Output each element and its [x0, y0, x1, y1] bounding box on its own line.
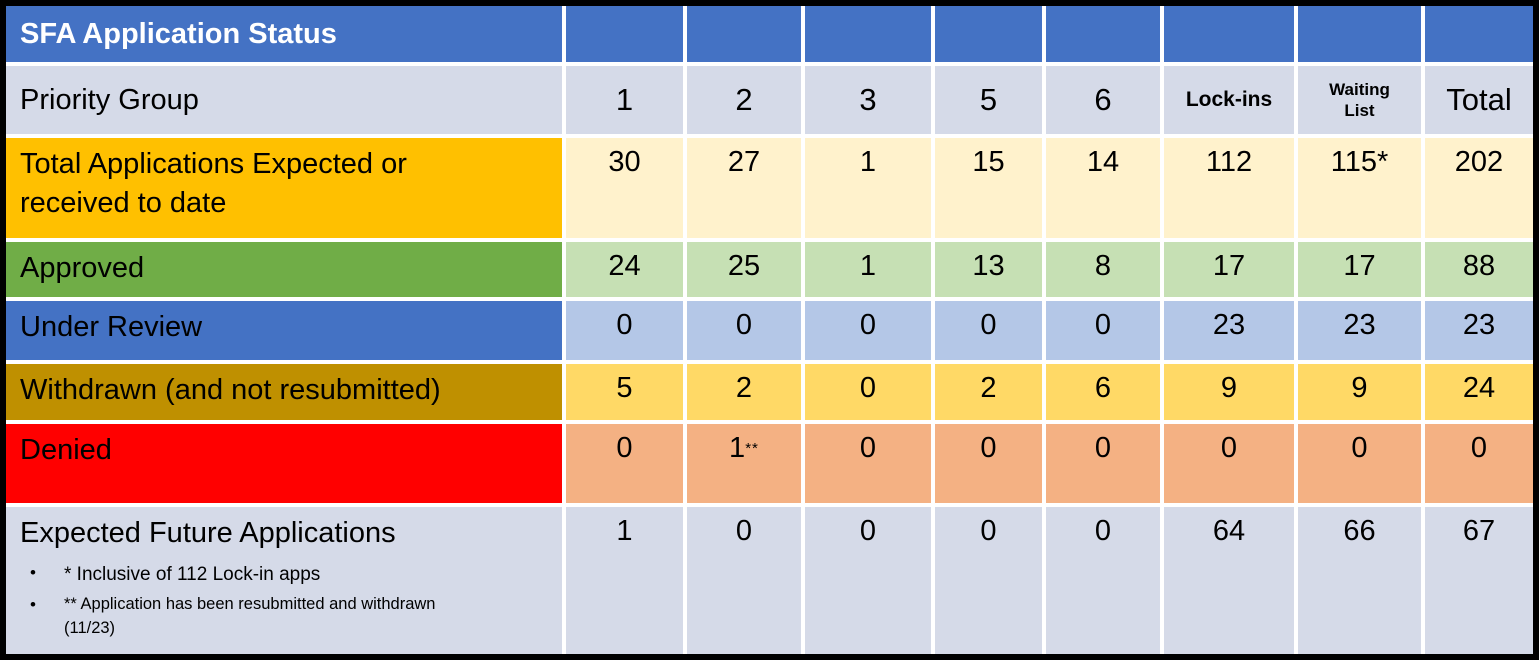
- value-withdrawn-col-0: 5: [566, 364, 683, 420]
- footnote-bullet: •: [30, 594, 36, 614]
- value-under-review-col-0: 0: [566, 301, 683, 360]
- value-denied-col-0: 0: [566, 424, 683, 503]
- value-withdrawn-col-1: 2: [687, 364, 801, 420]
- value-denied-col-6: 0: [1298, 424, 1421, 503]
- header-spacer-cell: [1164, 6, 1294, 62]
- row-label-approved: Approved: [6, 242, 562, 297]
- value-total-applications-col-6: 115*: [1298, 138, 1421, 238]
- value-denied-col-5: 0: [1164, 424, 1294, 503]
- value-approved-col-6: 17: [1298, 242, 1421, 297]
- header-spacer-cell: [687, 6, 801, 62]
- column-header-1: 1: [566, 66, 683, 134]
- footnote-bullet: •: [30, 563, 36, 583]
- footnote: • ** Application has been resubmitted and…: [20, 593, 554, 641]
- row-label-text: Under Review: [20, 311, 203, 343]
- value-total-applications-col-2: 1: [805, 138, 931, 238]
- header-spacer-cell: [1046, 6, 1160, 62]
- header-spacer-cell: [566, 6, 683, 62]
- value-withdrawn-col-5: 9: [1164, 364, 1294, 420]
- table-title: SFA Application Status: [6, 6, 562, 62]
- column-header-total: Total: [1425, 66, 1533, 134]
- value-under-review-col-7: 23: [1425, 301, 1533, 360]
- value-approved-col-2: 1: [805, 242, 931, 297]
- value-total-applications-col-7: 202: [1425, 138, 1533, 238]
- footnote: • * Inclusive of 112 Lock-in apps: [20, 561, 554, 589]
- row-label-text: Approved: [20, 252, 145, 284]
- value-approved-col-1: 25: [687, 242, 801, 297]
- value-denied-col-4: 0: [1046, 424, 1160, 503]
- value-under-review-col-4: 0: [1046, 301, 1160, 360]
- row-label-under-review: Under Review: [6, 301, 562, 360]
- header-spacer-cell: [1298, 6, 1421, 62]
- value-denied-col-3: 0: [935, 424, 1042, 503]
- value-expected-future-col-7: 67: [1425, 507, 1533, 654]
- value-withdrawn-col-3: 2: [935, 364, 1042, 420]
- row-label-text: Withdrawn (and not resubmitted): [20, 374, 441, 406]
- value-total-applications-col-5: 112: [1164, 138, 1294, 238]
- value-denied-col-7: 0: [1425, 424, 1533, 503]
- value-under-review-col-3: 0: [935, 301, 1042, 360]
- column-header-3: 3: [805, 66, 931, 134]
- value-denied-col-1: 1 **: [687, 424, 801, 503]
- value-approved-col-5: 17: [1164, 242, 1294, 297]
- value-total-applications-col-0: 30: [566, 138, 683, 238]
- priority-group-label: Priority Group: [6, 66, 562, 134]
- value-under-review-col-5: 23: [1164, 301, 1294, 360]
- value-expected-future-col-4: 0: [1046, 507, 1160, 654]
- value-denied-col-2: 0: [805, 424, 931, 503]
- value-total-applications-col-4: 14: [1046, 138, 1160, 238]
- value-expected-future-col-3: 0: [935, 507, 1042, 654]
- value-under-review-col-2: 0: [805, 301, 931, 360]
- value-approved-col-4: 8: [1046, 242, 1160, 297]
- value-withdrawn-col-4: 6: [1046, 364, 1160, 420]
- row-label-total-applications: Total Applications Expected or received …: [6, 138, 562, 238]
- value-approved-col-7: 88: [1425, 242, 1533, 297]
- value-text: 1: [729, 432, 746, 464]
- column-header-waiting-list: Waiting List: [1298, 66, 1421, 134]
- row-label-expected-future: Expected Future Applications • * Inclusive…: [6, 507, 562, 654]
- value-withdrawn-col-2: 0: [805, 364, 931, 420]
- value-under-review-col-6: 23: [1298, 301, 1421, 360]
- value-total-applications-col-3: 15: [935, 138, 1042, 238]
- header-spacer-cell: [935, 6, 1042, 62]
- value-expected-future-col-1: 0: [687, 507, 801, 654]
- column-header-lock-ins: Lock-ins: [1164, 66, 1294, 134]
- value-withdrawn-col-6: 9: [1298, 364, 1421, 420]
- row-label-text: Expected Future Applications: [20, 517, 396, 549]
- header-spacer-cell: [805, 6, 931, 62]
- value-under-review-col-1: 0: [687, 301, 801, 360]
- column-header-6: 6: [1046, 66, 1160, 134]
- value-approved-col-3: 13: [935, 242, 1042, 297]
- header-spacer-cell: [1425, 6, 1533, 62]
- value-expected-future-col-0: 1: [566, 507, 683, 654]
- value-approved-col-0: 24: [566, 242, 683, 297]
- column-header-2: 2: [687, 66, 801, 134]
- value-total-applications-col-1: 27: [687, 138, 801, 238]
- footnote-text: ** Application has been resubmitted and …: [64, 594, 436, 637]
- row-label-denied: Denied: [6, 424, 562, 503]
- footnote-text: * Inclusive of 112 Lock-in apps: [64, 564, 321, 586]
- value-expected-future-col-6: 66: [1298, 507, 1421, 654]
- value-expected-future-col-2: 0: [805, 507, 931, 654]
- row-label-text: Total Applications Expected or received …: [20, 148, 407, 220]
- column-header-5: 5: [935, 66, 1042, 134]
- row-label-text: Denied: [20, 434, 112, 466]
- value-withdrawn-col-7: 24: [1425, 364, 1533, 420]
- footnotes: • * Inclusive of 112 Lock-in apps • ** Appl…: [20, 561, 554, 640]
- value-expected-future-col-5: 64: [1164, 507, 1294, 654]
- double-asterisk-note: **: [745, 440, 759, 458]
- row-label-withdrawn: Withdrawn (and not resubmitted): [6, 364, 562, 420]
